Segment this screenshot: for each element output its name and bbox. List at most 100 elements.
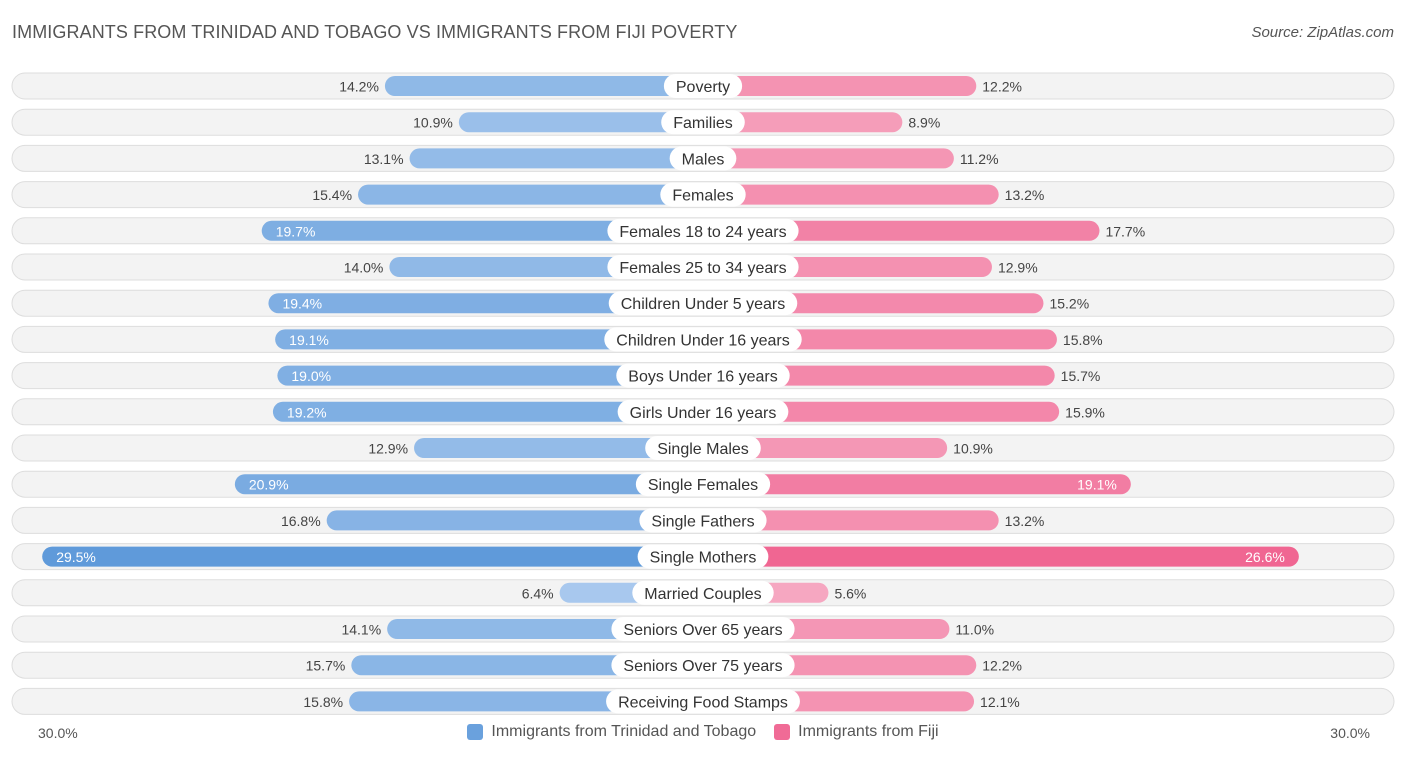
value-label-right: 15.2% [1049,296,1089,312]
value-label-left: 6.4% [522,585,554,601]
category-pill [617,399,789,424]
category-label: Single Males [657,441,749,458]
category-label: Married Couples [644,586,761,603]
bar-left [277,365,713,386]
chart-title: IMMIGRANTS FROM TRINIDAD AND TOBAGO VS I… [12,22,738,42]
value-label-left: 15.8% [303,694,343,710]
value-label-left: 19.7% [276,223,316,239]
value-label-right: 15.7% [1061,368,1101,384]
category-label: Children Under 5 years [621,296,786,313]
legend: Immigrants from Trinidad and Tobago Immi… [0,723,1406,741]
category-pill [637,544,769,569]
bar-right [693,474,1131,495]
bar-left [384,76,713,96]
legend-swatch-left [467,724,484,740]
bar-left [234,474,713,495]
category-label: Single Fathers [651,513,754,530]
value-label-left: 15.7% [306,658,346,674]
category-pill [632,580,774,605]
value-label-right: 12.2% [982,658,1022,674]
category-pill [639,508,767,533]
bar-row: 14.2% 12.2% Poverty [11,72,1395,100]
value-label-left: 10.9% [413,115,453,131]
bar-row: 15.4% 13.2% Females [11,181,1395,209]
bar-row: 6.4% 5.6% Married Couples [11,579,1395,607]
value-label-right: 8.9% [908,115,940,131]
category-pill [611,617,795,641]
value-label-left: 14.0% [344,260,384,276]
axis-left-label: 30.0% [38,725,78,741]
axis-right-label: 30.0% [1330,725,1370,741]
bar-row: 16.8% 13.2% Single Fathers [11,506,1395,534]
bar-row: 15.8% 12.1% Receiving Food Stamps [11,687,1395,715]
value-label-left: 29.5% [56,549,96,565]
value-label-left: 19.0% [291,368,331,384]
bar-row: 13.1% 11.2% Males [11,144,1395,172]
bar-left [458,112,713,133]
value-label-right: 12.9% [998,260,1038,276]
category-label: Seniors Over 65 years [623,622,782,639]
bar-left [42,546,713,567]
value-label-left: 19.1% [289,332,329,348]
category-pill [669,146,737,171]
legend-item-right[interactable]: Immigrants from Fiji [774,723,939,741]
value-label-right: 17.7% [1105,223,1145,239]
chart: 14.2% 12.2% Poverty 10.9% 8.9% Families 13.1% 1… [11,72,1395,715]
bar-left [358,184,713,205]
bar-left [326,510,713,531]
category-label: Poverty [676,79,730,96]
category-label: Males [682,151,725,168]
value-label-left: 20.9% [249,477,289,493]
category-label: Families [673,115,733,132]
value-label-left: 14.2% [339,79,379,95]
bar-right [693,112,903,133]
bar-right [693,184,999,205]
value-label-right: 10.9% [953,441,993,457]
bar-row: 12.9% 10.9% Single Males [11,434,1395,462]
bar-row: 15.7% 12.2% Seniors Over 75 years [11,651,1395,679]
value-label-left: 15.4% [312,187,352,203]
bar-left [268,293,713,314]
value-label-right: 19.1% [1077,477,1117,493]
category-pill [645,436,761,460]
category-label: Females 18 to 24 years [619,224,786,241]
bar-row: 14.1% 11.0% Seniors Over 65 years [11,615,1395,643]
value-label-right: 5.6% [834,585,866,601]
bar-row: 19.0% 15.7% Boys Under 16 years [11,362,1395,390]
legend-label-right: Immigrants from Fiji [798,723,939,740]
category-pill [606,689,800,714]
category-label: Girls Under 16 years [630,405,777,422]
category-label: Single Mothers [650,550,757,567]
bar-left [261,220,713,241]
value-label-left: 16.8% [281,513,321,529]
legend-label-left: Immigrants from Trinidad and Tobago [491,723,757,740]
bar-row: 19.4% 15.2% Children Under 5 years [11,289,1395,317]
value-label-right: 12.1% [980,694,1020,710]
category-label: Children Under 16 years [616,332,789,349]
bar-row: 19.7% 17.7% Females 18 to 24 years [11,217,1395,245]
value-label-right: 12.2% [982,79,1022,95]
bar-left [272,401,713,422]
category-pill [663,74,743,98]
category-pill [604,327,802,352]
value-label-left: 14.1% [341,622,381,638]
category-pill [608,291,798,316]
category-label: Receiving Food Stamps [618,694,788,711]
bar-right [693,76,977,96]
category-label: Seniors Over 75 years [623,658,782,675]
bar-right [693,546,1299,567]
category-pill [661,110,745,135]
legend-item-left[interactable]: Immigrants from Trinidad and Tobago [467,723,756,741]
category-label: Boys Under 16 years [628,369,777,386]
bar-right [693,510,999,531]
value-label-right: 13.2% [1005,513,1045,529]
category-label: Single Females [648,477,758,494]
category-label: Females 25 to 34 years [619,260,786,277]
category-label: Females [672,188,733,205]
bar-left [414,438,713,458]
category-pill [635,472,771,497]
legend-swatch-right [774,724,791,740]
category-pill [616,363,790,388]
bar-row: 29.5% 26.6% Single Mothers [11,543,1395,571]
bar-left [275,329,713,350]
